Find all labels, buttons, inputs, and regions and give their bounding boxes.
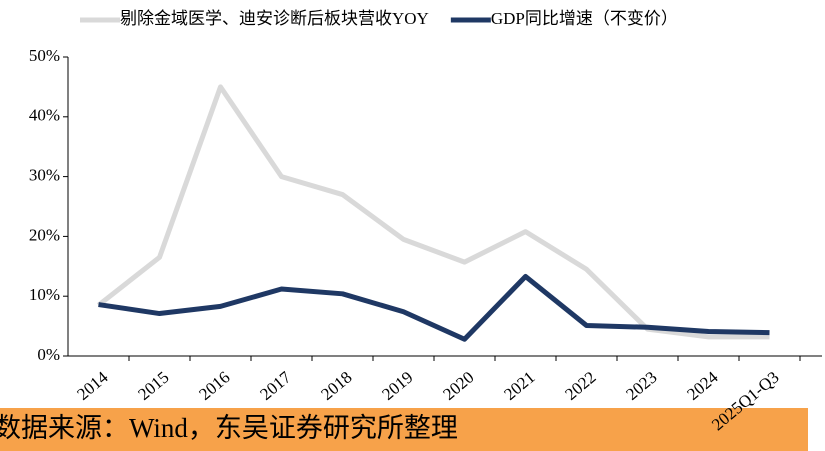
x-tick-label: 2020 [439, 368, 477, 404]
legend-label: GDP同比增速（不变价） [491, 9, 678, 28]
line-series [96, 84, 770, 340]
y-tick-label: 40% [29, 106, 60, 125]
x-tick-label: 2015 [134, 368, 172, 404]
x-tick-label: 2019 [378, 368, 416, 404]
legend-label: 剔除金域医学、迪安诊断后板块营收YOY [120, 9, 429, 28]
source: 数据来源：Wind，东吴证券研究所整理 [0, 413, 458, 443]
line-series [98, 273, 770, 342]
x-tick-label: 2016 [195, 368, 233, 404]
x-tick-label: 2022 [561, 368, 599, 404]
y-tick-label: 20% [29, 225, 60, 244]
x-tick-label: 2024 [683, 367, 722, 404]
y-tick-label: 10% [29, 285, 60, 304]
x-tick-label: 2021 [500, 368, 538, 404]
y-tick-label: 0% [37, 345, 60, 364]
source-band [0, 408, 808, 451]
x-tick-label: 2018 [317, 368, 355, 404]
x-tick-label: 2017 [256, 367, 295, 404]
y-tick-label: 30% [29, 166, 60, 185]
y-tick-label: 50% [29, 46, 60, 65]
x-tick-label: 2023 [622, 368, 660, 404]
x-tick-label: 2014 [73, 367, 112, 404]
